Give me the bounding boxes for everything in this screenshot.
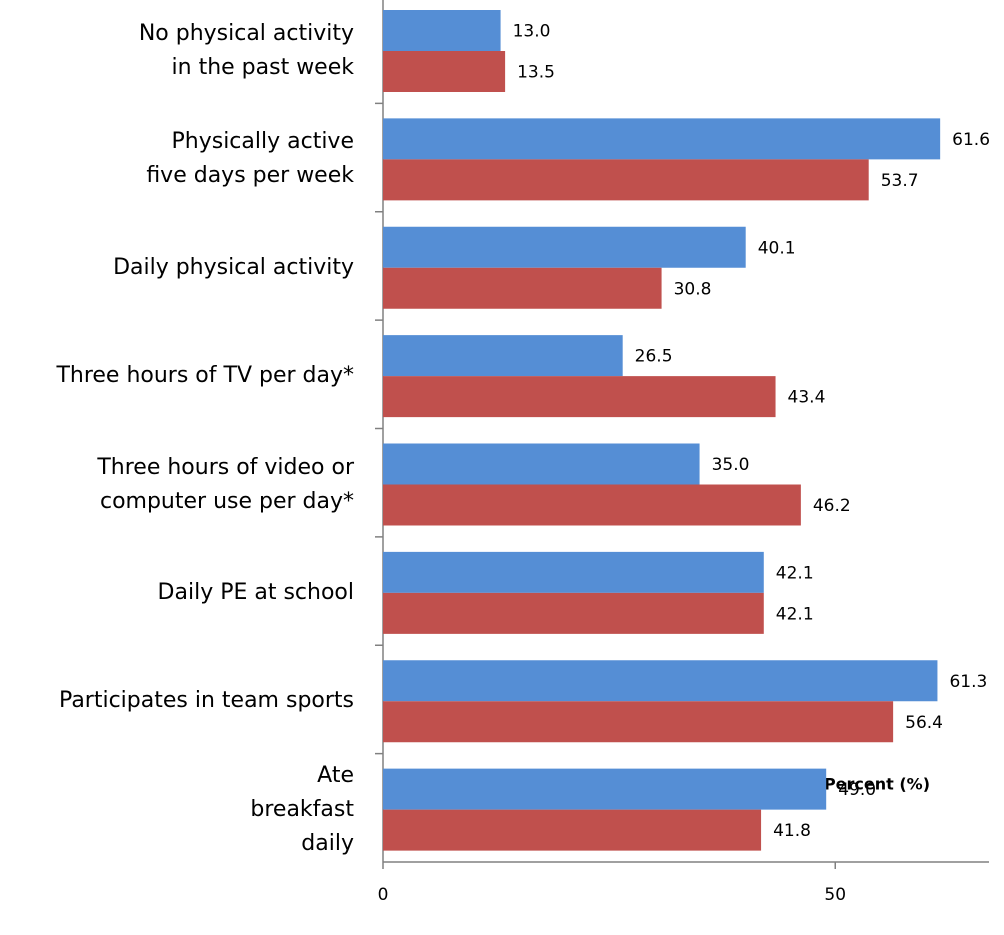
value-label: 61.3: [949, 672, 987, 692]
bar: [383, 376, 776, 418]
bar: [383, 226, 746, 268]
bar: [383, 660, 938, 702]
category-label: Daily physical activity: [113, 254, 354, 280]
category-label: Three hours of TV per day*: [56, 363, 354, 389]
x-axis-label: Percent (%): [824, 775, 930, 794]
value-label: 56.4: [905, 713, 943, 733]
category-label: Physically active five days per week: [146, 129, 354, 189]
value-label: 61.6: [952, 130, 990, 150]
x-tick-label: 50: [824, 885, 846, 905]
bar: [383, 701, 894, 743]
x-tick-label: 0: [378, 885, 389, 905]
value-label: 13.0: [513, 22, 551, 42]
bar: [383, 809, 762, 851]
category-label: Daily PE at school: [157, 579, 354, 605]
value-label: 26.5: [635, 347, 673, 367]
value-label: 46.2: [813, 496, 851, 516]
value-label: 41.8: [773, 821, 811, 841]
bar: [383, 592, 764, 634]
bar: [383, 443, 700, 485]
value-label: 40.1: [758, 238, 796, 258]
bar: [383, 118, 941, 160]
value-label: 43.4: [788, 388, 826, 408]
bar: [383, 768, 827, 810]
category-label: Ate breakfast daily: [250, 762, 354, 856]
bar: [383, 51, 506, 92]
bar: [383, 335, 623, 377]
category-label: Participates in team sports: [59, 688, 354, 714]
category-label: Three hours of video or computer use per…: [97, 454, 354, 514]
bar: [383, 484, 801, 526]
value-label: 49.0: [838, 780, 876, 800]
value-label: 30.8: [674, 279, 712, 299]
value-label: 53.7: [881, 171, 919, 191]
value-label: 35.0: [712, 455, 750, 475]
category-label: No physical activity in the past week: [138, 21, 354, 80]
value-label: 13.5: [517, 63, 555, 83]
value-label: 42.1: [776, 604, 814, 624]
value-label: 42.1: [776, 563, 814, 583]
bar: [383, 159, 869, 201]
bar: [383, 10, 501, 51]
bar: [383, 551, 764, 593]
bar: [383, 267, 662, 309]
